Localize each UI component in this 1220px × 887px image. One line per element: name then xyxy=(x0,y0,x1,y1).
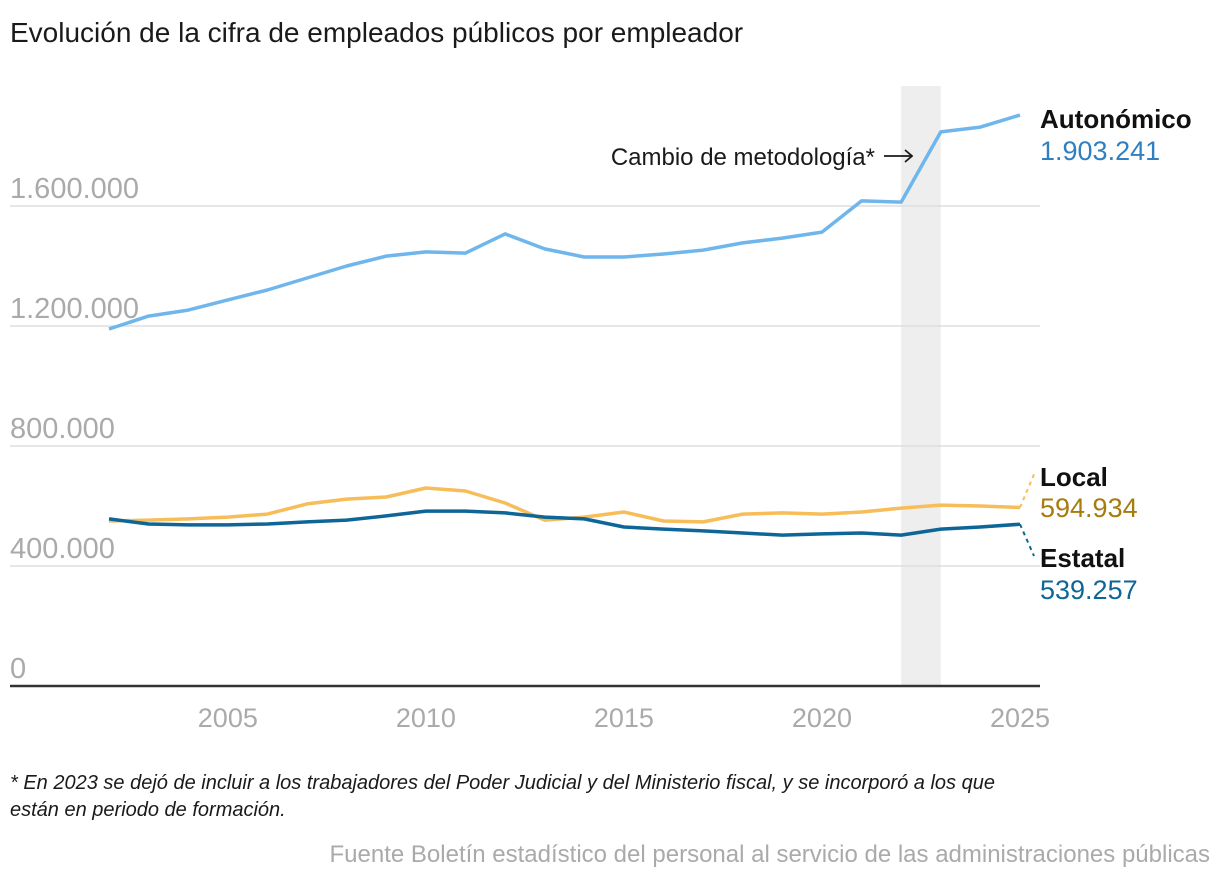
y-tick-label: 800.000 xyxy=(10,413,115,445)
chart-title: Evolución de la cifra de empleados públi… xyxy=(10,17,743,48)
label-estatal-name: Estatal xyxy=(1040,543,1125,573)
x-tick-label: 2005 xyxy=(198,703,258,733)
y-axis-ticks: 0 400.000 800.000 1.200.000 1.600.000 xyxy=(10,173,139,685)
footnote-line-2: están en periodo de formación. xyxy=(10,799,286,821)
x-tick-label: 2015 xyxy=(594,703,654,733)
footnote-line-1: * En 2023 se dejó de incluir a los traba… xyxy=(10,772,995,794)
leader-line-estatal xyxy=(1020,524,1034,556)
annotation-text: Cambio de metodología* xyxy=(611,144,875,171)
methodology-band xyxy=(901,86,941,686)
series-lines xyxy=(109,115,1035,556)
source-note: Fuente Boletín estadístico del personal … xyxy=(330,841,1210,868)
label-local-value: 594.934 xyxy=(1040,493,1138,523)
label-autonomico-value: 1.903.241 xyxy=(1040,136,1160,166)
y-tick-label: 1.600.000 xyxy=(10,173,139,205)
x-tick-label: 2010 xyxy=(396,703,456,733)
y-tick-label: 0 xyxy=(10,653,26,685)
x-tick-label: 2020 xyxy=(792,703,852,733)
label-autonomico-name: Autonómico xyxy=(1040,104,1192,134)
highlight-band xyxy=(901,86,941,686)
leader-line-local xyxy=(1020,472,1035,508)
x-tick-label: 2025 xyxy=(990,703,1050,733)
series-line-autonómico xyxy=(109,115,1020,329)
x-axis-ticks: 2005 2010 2015 2020 2025 xyxy=(198,703,1050,733)
arrow-right-icon xyxy=(884,150,912,162)
label-local-name: Local xyxy=(1040,462,1108,492)
methodology-annotation: Cambio de metodología* xyxy=(611,144,912,171)
label-estatal-value: 539.257 xyxy=(1040,575,1138,605)
y-tick-label: 400.000 xyxy=(10,533,115,565)
series-end-labels: Autonómico 1.903.241 Local 594.934 Estat… xyxy=(1040,104,1192,605)
y-tick-label: 1.200.000 xyxy=(10,293,139,325)
